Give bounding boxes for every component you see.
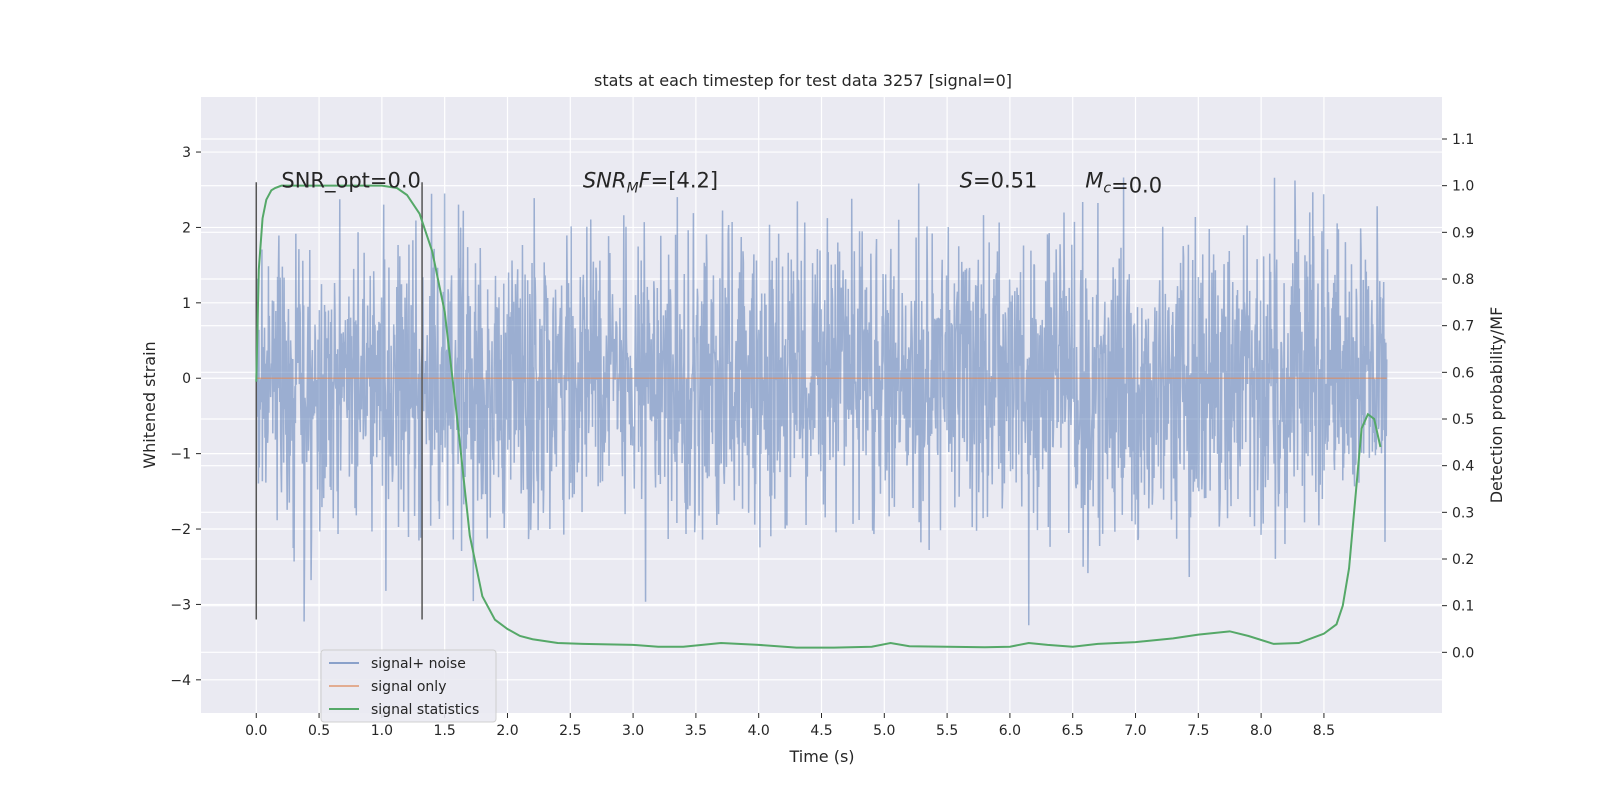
y2-tick-label: 1.0: [1452, 179, 1474, 195]
y-axis-right: 1.1 1.0 0.9 0.8 0.7 0.6 0.5 0.4 0.3 0.2 0.1 0.0: [1442, 132, 1474, 661]
y-tick-label: −4: [170, 673, 191, 689]
y-tick-label: 0: [182, 371, 191, 387]
x-tick-label: 4.0: [748, 723, 770, 739]
x-tick-label: 8.0: [1250, 723, 1272, 739]
x-tick-label: 4.5: [810, 723, 832, 739]
legend-label: signal only: [371, 679, 446, 695]
y2-tick-label: 0.5: [1452, 412, 1474, 428]
y2-tick-label: 0.2: [1452, 552, 1474, 568]
legend-label: signal+ noise: [371, 656, 466, 672]
y2-tick-label: 0.6: [1452, 365, 1474, 381]
y2-tick-label: 0.7: [1452, 319, 1474, 335]
annotation-1: SNRMF=[4.2]: [583, 168, 718, 196]
y-tick-label: −2: [170, 522, 191, 538]
annotation-2: S=0.51: [960, 168, 1038, 192]
annotation-0: SNR_opt=0.0: [281, 168, 421, 193]
x-tick-label: 3.5: [685, 723, 707, 739]
annotation-3: Mc=0.0: [1085, 168, 1162, 197]
x-tick-label: 2.0: [496, 723, 518, 739]
legend-label: signal statistics: [371, 702, 479, 718]
y-tick-label: 2: [182, 220, 191, 236]
y2-tick-label: 0.0: [1452, 645, 1474, 661]
y2-tick-label: 1.1: [1452, 132, 1474, 148]
y-tick-label: 3: [182, 145, 191, 161]
y2-tick-label: 0.9: [1452, 225, 1474, 241]
legend-box: [320, 649, 497, 723]
plot-content: [255, 177, 1388, 649]
x-axis: 0.0 0.5 1.0 1.5 2.0 2.5 3.0 3.5 4.0 4.5 5.0 5.5 6.0 6…: [245, 713, 1335, 739]
x-tick-label: 0.5: [308, 723, 330, 739]
x-tick-label: 2.5: [559, 723, 581, 739]
y2-tick-label: 0.3: [1452, 505, 1474, 521]
x-tick-label: 6.0: [999, 723, 1021, 739]
x-tick-label: 0.0: [245, 723, 267, 739]
legend: signal+ noise signal only signal statistic…: [320, 649, 497, 723]
x-tick-label: 7.0: [1124, 723, 1146, 739]
y-axis-left: 3 2 1 0 −1 −2 −3 −4: [170, 145, 201, 689]
x-tick-label: 5.5: [936, 723, 958, 739]
annotations: SNR_opt=0.0 SNRMF=[4.2] S=0.51 Mc=0.0: [281, 168, 1162, 197]
x-tick-label: 8.5: [1313, 723, 1335, 739]
chart-title: stats at each timestep for test data 325…: [594, 71, 1012, 90]
x-tick-label: 3.0: [622, 723, 644, 739]
y2-tick-label: 0.8: [1452, 272, 1474, 288]
y-tick-label: −1: [170, 447, 191, 463]
y-tick-label: 1: [182, 296, 191, 312]
y-axis-label: Whitened strain: [140, 341, 159, 468]
x-tick-label: 1.0: [371, 723, 393, 739]
y2-tick-label: 0.1: [1452, 599, 1474, 615]
y2-tick-label: 0.4: [1452, 459, 1474, 475]
x-tick-label: 5.0: [873, 723, 895, 739]
x-tick-label: 1.5: [434, 723, 456, 739]
x-tick-label: 7.5: [1187, 723, 1209, 739]
series-signal-noise: [255, 177, 1388, 626]
x-tick-label: 6.5: [1062, 723, 1084, 739]
y2-axis-label: Detection probability/MF: [1487, 307, 1506, 504]
x-axis-label: Time (s): [788, 747, 854, 766]
series-signal-statistics: [255, 184, 1382, 649]
y-tick-label: −3: [170, 597, 191, 613]
